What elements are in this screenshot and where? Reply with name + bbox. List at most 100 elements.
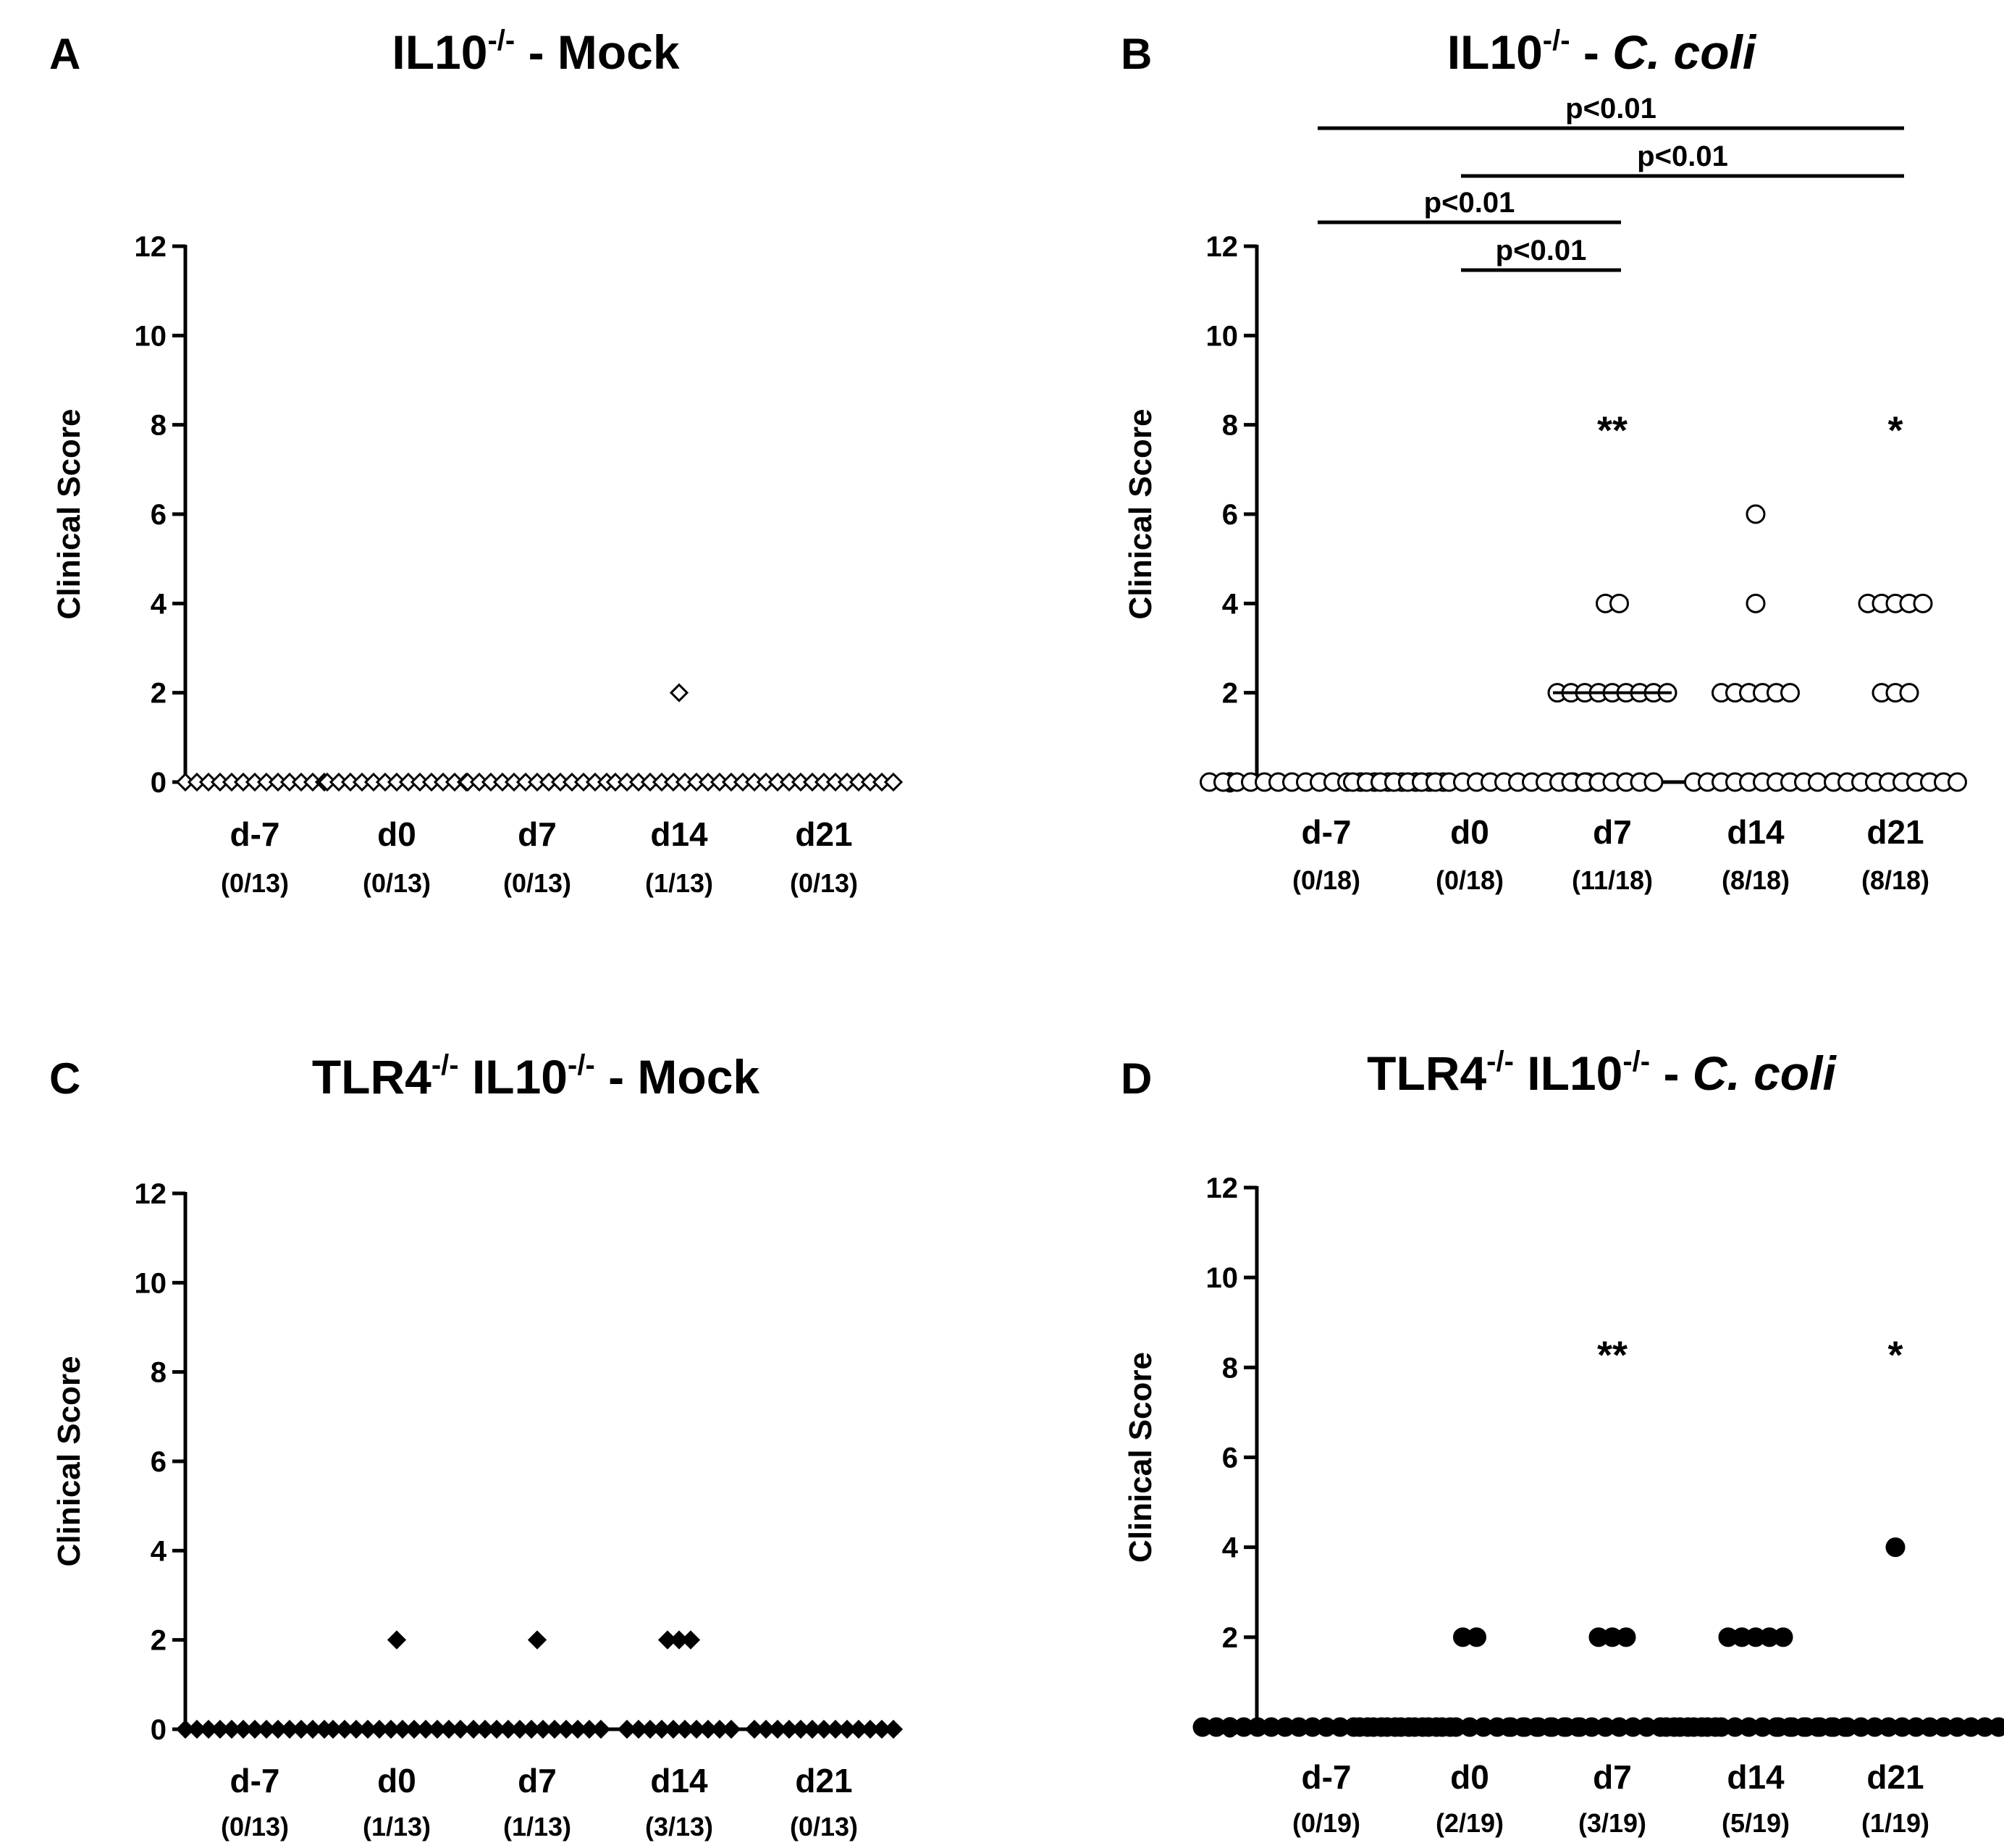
y-tick-label: 0: [151, 767, 167, 799]
data-point: [450, 1719, 471, 1739]
y-tick-label: 8: [1222, 1352, 1238, 1384]
y-tick-label: 4: [1222, 1532, 1239, 1564]
panel-a: A IL10-/- - Mock 0 2 4 6 8 10 12 Clinical Score d-…: [49, 25, 904, 898]
x-tick-label: d7: [1593, 813, 1632, 851]
significance-stars: **: [1597, 409, 1628, 453]
data-point: [387, 1630, 407, 1650]
x-count-label: (8/18): [1722, 865, 1790, 895]
x-count-label: (1/13): [645, 868, 713, 898]
data-point: [1989, 1717, 2004, 1737]
data-point: [1616, 1627, 1636, 1647]
y-axis-label: Clinical Score: [1123, 408, 1158, 619]
data-point: [1773, 1627, 1793, 1647]
x-count-label: (1/19): [1861, 1808, 1929, 1838]
x-tick-label: d7: [518, 1762, 557, 1799]
x-count-label: (1/13): [503, 1812, 571, 1841]
y-tick-label: 10: [1206, 320, 1239, 352]
y-tick-label: 4: [1222, 588, 1239, 620]
chart-title: IL10-/- - Mock: [392, 25, 679, 79]
y-tick-label: 0: [151, 1714, 167, 1746]
y-tick-label: 6: [1222, 499, 1238, 531]
x-count-label: (0/13): [363, 868, 431, 898]
x-count-label: (1/13): [363, 1812, 431, 1841]
y-tick-label: 12: [1206, 231, 1239, 263]
x-count-label: (5/19): [1722, 1808, 1790, 1838]
y-tick-label: 10: [135, 1267, 167, 1299]
x-tick-label: d14: [1727, 813, 1785, 851]
y-tick-label: 6: [1222, 1442, 1238, 1474]
x-count-label: (2/19): [1436, 1808, 1504, 1838]
panel-letter: D: [1121, 1054, 1152, 1103]
data-point: [721, 1719, 741, 1739]
x-tick-label: d14: [1727, 1758, 1785, 1796]
data-point: [669, 683, 689, 702]
y-tick-label: 12: [135, 1178, 167, 1210]
y-tick-label: 2: [1222, 678, 1238, 710]
y-tick-label: 12: [1206, 1172, 1239, 1204]
x-tick-label: d0: [377, 1762, 416, 1799]
y-tick-label: 8: [151, 1357, 167, 1389]
significance-stars: *: [1887, 1334, 1903, 1377]
y-tick-label: 2: [1222, 1622, 1238, 1654]
data-point: [883, 772, 904, 792]
y-tick-label: 8: [1222, 410, 1238, 442]
y-tick-label: 6: [151, 499, 167, 531]
significance-stars: *: [1887, 409, 1903, 453]
y-tick-label: 4: [151, 588, 167, 620]
data-point: [1467, 1627, 1486, 1647]
x-tick-label: d21: [1866, 1758, 1924, 1796]
data-point: [883, 1719, 904, 1739]
x-tick-label: d0: [1450, 813, 1489, 851]
p-value-label: p<0.01: [1637, 140, 1728, 172]
x-count-label: (3/19): [1578, 1808, 1646, 1838]
x-count-label: (0/18): [1436, 865, 1504, 895]
x-tick-label: d-7: [230, 1762, 280, 1799]
y-axis-label: Clinical Score: [51, 408, 87, 619]
x-count-label: (0/13): [221, 1812, 289, 1841]
y-tick-label: 4: [151, 1535, 167, 1567]
data-point: [1643, 772, 1664, 792]
y-tick-label: 8: [151, 410, 167, 442]
data-point: [1948, 772, 1967, 792]
panel-letter: A: [49, 30, 80, 78]
x-tick-label: d14: [650, 815, 708, 853]
x-tick-label: d21: [795, 1762, 852, 1799]
data-point: [1885, 1537, 1906, 1558]
p-value-label: p<0.01: [1424, 187, 1515, 219]
p-value-label: p<0.01: [1565, 93, 1656, 125]
data-point: [591, 1719, 611, 1739]
p-value-label: p<0.01: [1496, 235, 1587, 266]
x-tick-label: d0: [1450, 1758, 1489, 1796]
x-tick-label: d7: [1593, 1758, 1632, 1796]
significance-stars: **: [1597, 1334, 1628, 1377]
x-tick-label: d21: [1866, 813, 1924, 851]
x-count-label: (0/13): [790, 1812, 858, 1841]
data-point: [1746, 593, 1766, 613]
panel-letter: C: [49, 1054, 80, 1103]
x-count-label: (3/13): [645, 1812, 713, 1841]
x-tick-label: d-7: [1302, 813, 1352, 851]
x-count-label: (0/13): [221, 868, 289, 898]
x-tick-label: d-7: [230, 815, 280, 853]
y-axis-label: Clinical Score: [51, 1356, 87, 1566]
chart-title: TLR4-/- IL10-/- - C. coli: [1367, 1046, 1837, 1100]
data-point: [1808, 772, 1827, 792]
data-point: [1899, 683, 1919, 703]
x-tick-label: d7: [518, 815, 557, 853]
x-count-label: (8/18): [1861, 865, 1929, 895]
x-count-label: (0/13): [790, 868, 858, 898]
data-point: [681, 1630, 701, 1650]
y-tick-label: 6: [151, 1446, 167, 1478]
y-tick-label: 2: [151, 678, 167, 710]
x-count-label: (0/19): [1292, 1808, 1360, 1838]
x-count-label: (11/18): [1572, 865, 1653, 895]
y-tick-label: 2: [151, 1625, 167, 1657]
y-tick-label: 12: [135, 231, 167, 263]
panel-c: C TLR4-/- IL10-/- - Mock 0 2 4 6 8 10 12 Clinical…: [49, 1049, 904, 1841]
y-tick-label: 10: [135, 320, 167, 352]
chart-title: TLR4-/- IL10-/- - Mock: [312, 1049, 760, 1104]
x-tick-label: d14: [650, 1762, 708, 1799]
